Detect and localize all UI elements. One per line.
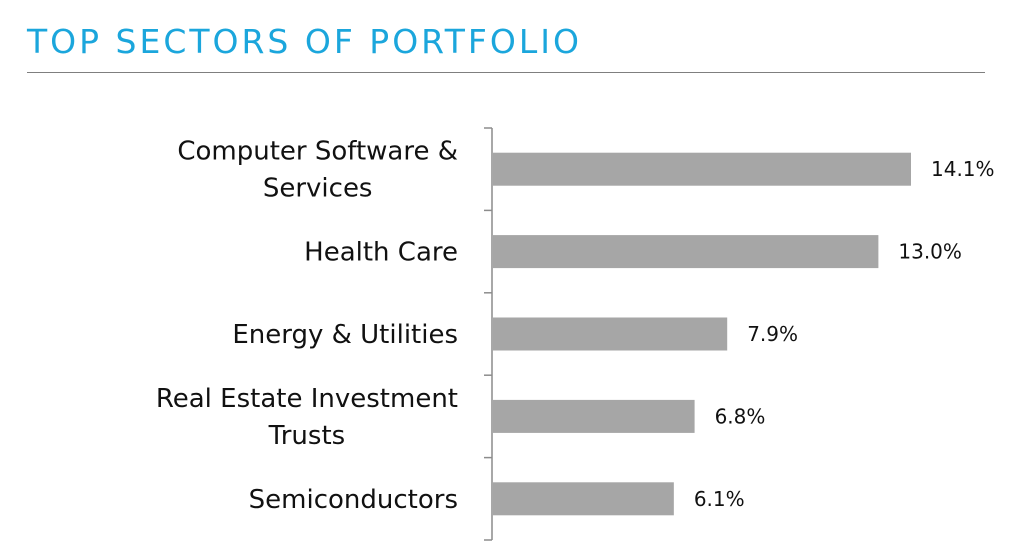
category-label-line: Services bbox=[263, 174, 373, 204]
bar-value-label-3: 6.8% bbox=[715, 404, 766, 428]
bar-value-label-0: 14.1% bbox=[931, 157, 995, 181]
bar-1 bbox=[493, 235, 879, 269]
bar-value-label-1: 13.0% bbox=[898, 240, 962, 264]
page-title: TOP SECTORS OF PORTFOLIO bbox=[27, 22, 582, 61]
category-label-line: Trusts bbox=[268, 421, 346, 451]
bar-3 bbox=[493, 399, 695, 433]
category-label-line: Semiconductors bbox=[249, 485, 458, 515]
bar-value-label-4: 6.1% bbox=[694, 487, 745, 511]
category-label-3: Real Estate Investment Trusts bbox=[156, 384, 458, 451]
bar-0 bbox=[493, 152, 911, 186]
category-label-line: Energy & Utilities bbox=[232, 320, 458, 350]
bar-value-label-2: 7.9% bbox=[747, 322, 798, 346]
category-label-line: Health Care bbox=[304, 238, 458, 268]
bar-4 bbox=[493, 482, 674, 516]
title-divider bbox=[27, 72, 985, 73]
category-label-line: Real Estate Investment bbox=[156, 384, 458, 414]
category-label-2: Energy & Utilities bbox=[232, 320, 458, 350]
bar-2 bbox=[493, 317, 728, 351]
category-label-0: Computer Software & Services bbox=[177, 137, 458, 204]
category-label-4: Semiconductors bbox=[249, 485, 458, 515]
category-label-1: Health Care bbox=[304, 238, 458, 268]
category-label-line: Computer Software & bbox=[177, 137, 458, 167]
